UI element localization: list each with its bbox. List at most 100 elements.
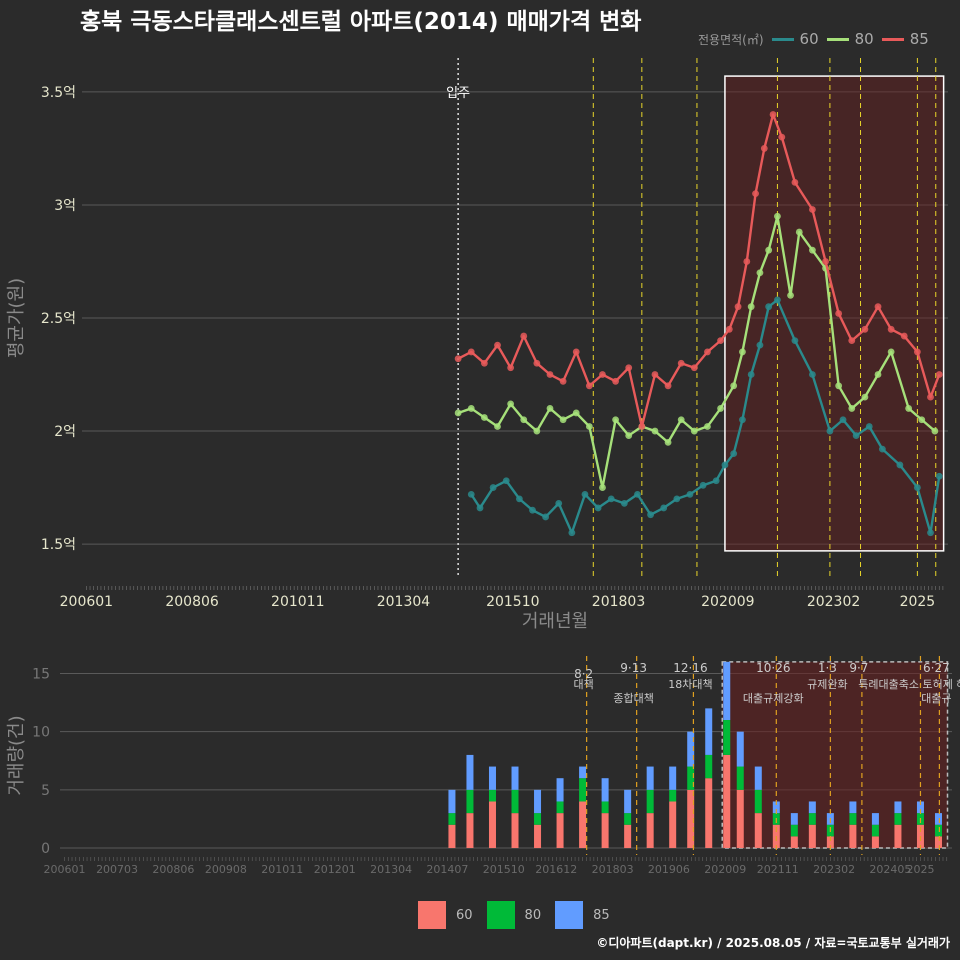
policy-label-text: 18차대책 [668, 678, 712, 691]
series-point-80 [809, 246, 816, 254]
bar-segment-60 [646, 813, 654, 849]
series-point-85 [690, 364, 698, 372]
series-point-85 [520, 332, 528, 340]
series-point-80 [765, 246, 773, 254]
series-point-85 [585, 382, 593, 390]
series-point-80 [774, 212, 781, 220]
series-point-80 [585, 423, 593, 430]
series-point-80 [690, 427, 698, 435]
policy-label-date: 9·7 [849, 661, 868, 675]
bar-legend-item-60: 60 [418, 901, 473, 929]
bar-x-tick-label: 200703 [96, 863, 138, 876]
series-point-80 [795, 228, 803, 236]
bar-x-tick-label: 201011 [261, 863, 303, 876]
series-point-60 [476, 504, 484, 512]
bar-y-axis-title: 거래량(건) [6, 715, 27, 795]
series-point-60 [555, 499, 563, 507]
series-point-85 [507, 364, 515, 372]
series-point-60 [542, 513, 550, 521]
series-point-80 [931, 427, 939, 435]
bar-segment-80 [556, 801, 564, 814]
series-point-80 [787, 291, 794, 299]
bar-segment-80 [488, 789, 496, 802]
bar-y-tick-label: 0 [41, 841, 50, 857]
bar-segment-60 [808, 824, 816, 849]
series-point-85 [494, 341, 501, 349]
bar-segment-85 [448, 789, 456, 814]
bar-segment-85 [556, 778, 564, 802]
series-point-85 [651, 371, 659, 378]
bar-segment-60 [579, 801, 587, 849]
series-point-60 [809, 371, 816, 378]
bar-segment-60 [624, 824, 632, 849]
series-point-60 [515, 495, 523, 503]
bar-segment-85 [871, 813, 879, 825]
legend-item-60: 60 [771, 30, 819, 48]
series-point-60 [699, 481, 707, 489]
bar-x-tick-label: 201201 [314, 863, 356, 876]
series-point-60 [896, 461, 904, 469]
bar-segment-85 [466, 754, 474, 790]
legend-swatch-60 [771, 37, 794, 41]
policy-label-text: 대책 [574, 678, 594, 691]
bar-x-tick-label: 202405 [869, 863, 911, 876]
policy-label-date: 8·2 [574, 667, 593, 681]
series-point-85 [467, 348, 475, 356]
series-point-85 [913, 348, 921, 356]
bar-segment-80 [646, 789, 654, 814]
bar-segment-60 [534, 824, 542, 849]
policy-label-text: 대출규제강화 [743, 692, 804, 705]
series-point-80 [918, 416, 926, 424]
series-point-60 [712, 477, 720, 485]
series-point-85 [533, 359, 541, 367]
legend-title: 전용면적(㎡) [698, 32, 764, 47]
bar-segment-60 [687, 789, 695, 849]
chart-title: 홍북 극동스타클래스센트럴 아파트(2014) 매매가격 변화 [80, 9, 642, 35]
series-point-85 [612, 377, 619, 385]
bar-segment-60 [736, 789, 744, 849]
bar-x-tick-label: 201803 [592, 863, 634, 876]
bar-segment-60 [790, 836, 798, 849]
bar-segment-80 [511, 789, 519, 814]
line-series-60 [467, 296, 943, 537]
series-point-80 [559, 416, 567, 424]
bar-swatch-80 [486, 901, 515, 929]
series-point-80 [467, 405, 475, 412]
bar-segment-85 [669, 766, 677, 790]
bar-legend-item-80: 80 [486, 901, 541, 929]
bar-x-tick-label: 202302 [813, 863, 855, 876]
line-legend: 전용면적(㎡) 60 80 85 [698, 30, 929, 48]
line-x-tick-label: 202302 [807, 594, 860, 610]
series-point-85 [887, 325, 895, 333]
bar-segment-60 [723, 754, 731, 849]
series-point-60 [935, 472, 943, 480]
series-point-80 [874, 371, 882, 378]
series-point-80 [905, 405, 913, 412]
series-point-85 [677, 359, 685, 367]
series-point-80 [612, 416, 619, 424]
line-x-tick-label: 201803 [592, 594, 645, 610]
series-point-85 [638, 423, 646, 430]
bar-segment-80 [448, 813, 456, 825]
bar-segment-85 [916, 801, 924, 814]
series-point-85 [725, 325, 733, 333]
series-point-60 [756, 341, 764, 349]
series-point-85 [822, 258, 829, 265]
bar-segment-60 [826, 836, 834, 849]
series-point-80 [704, 423, 711, 430]
series-point-60 [581, 490, 589, 498]
series-point-80 [739, 348, 746, 356]
bar-x-tick-label: 201906 [648, 863, 690, 876]
series-point-85 [734, 303, 742, 311]
series-point-60 [791, 337, 799, 345]
bar-segment-85 [808, 801, 816, 814]
bar-x-tick-label: 200908 [205, 863, 247, 876]
series-point-60 [634, 490, 641, 498]
line-x-tick-label: 201304 [377, 594, 431, 610]
series-point-80 [747, 303, 755, 311]
bar-segment-60 [894, 824, 902, 849]
series-point-60 [686, 490, 694, 498]
series-point-60 [739, 416, 746, 424]
series-point-85 [752, 190, 759, 198]
